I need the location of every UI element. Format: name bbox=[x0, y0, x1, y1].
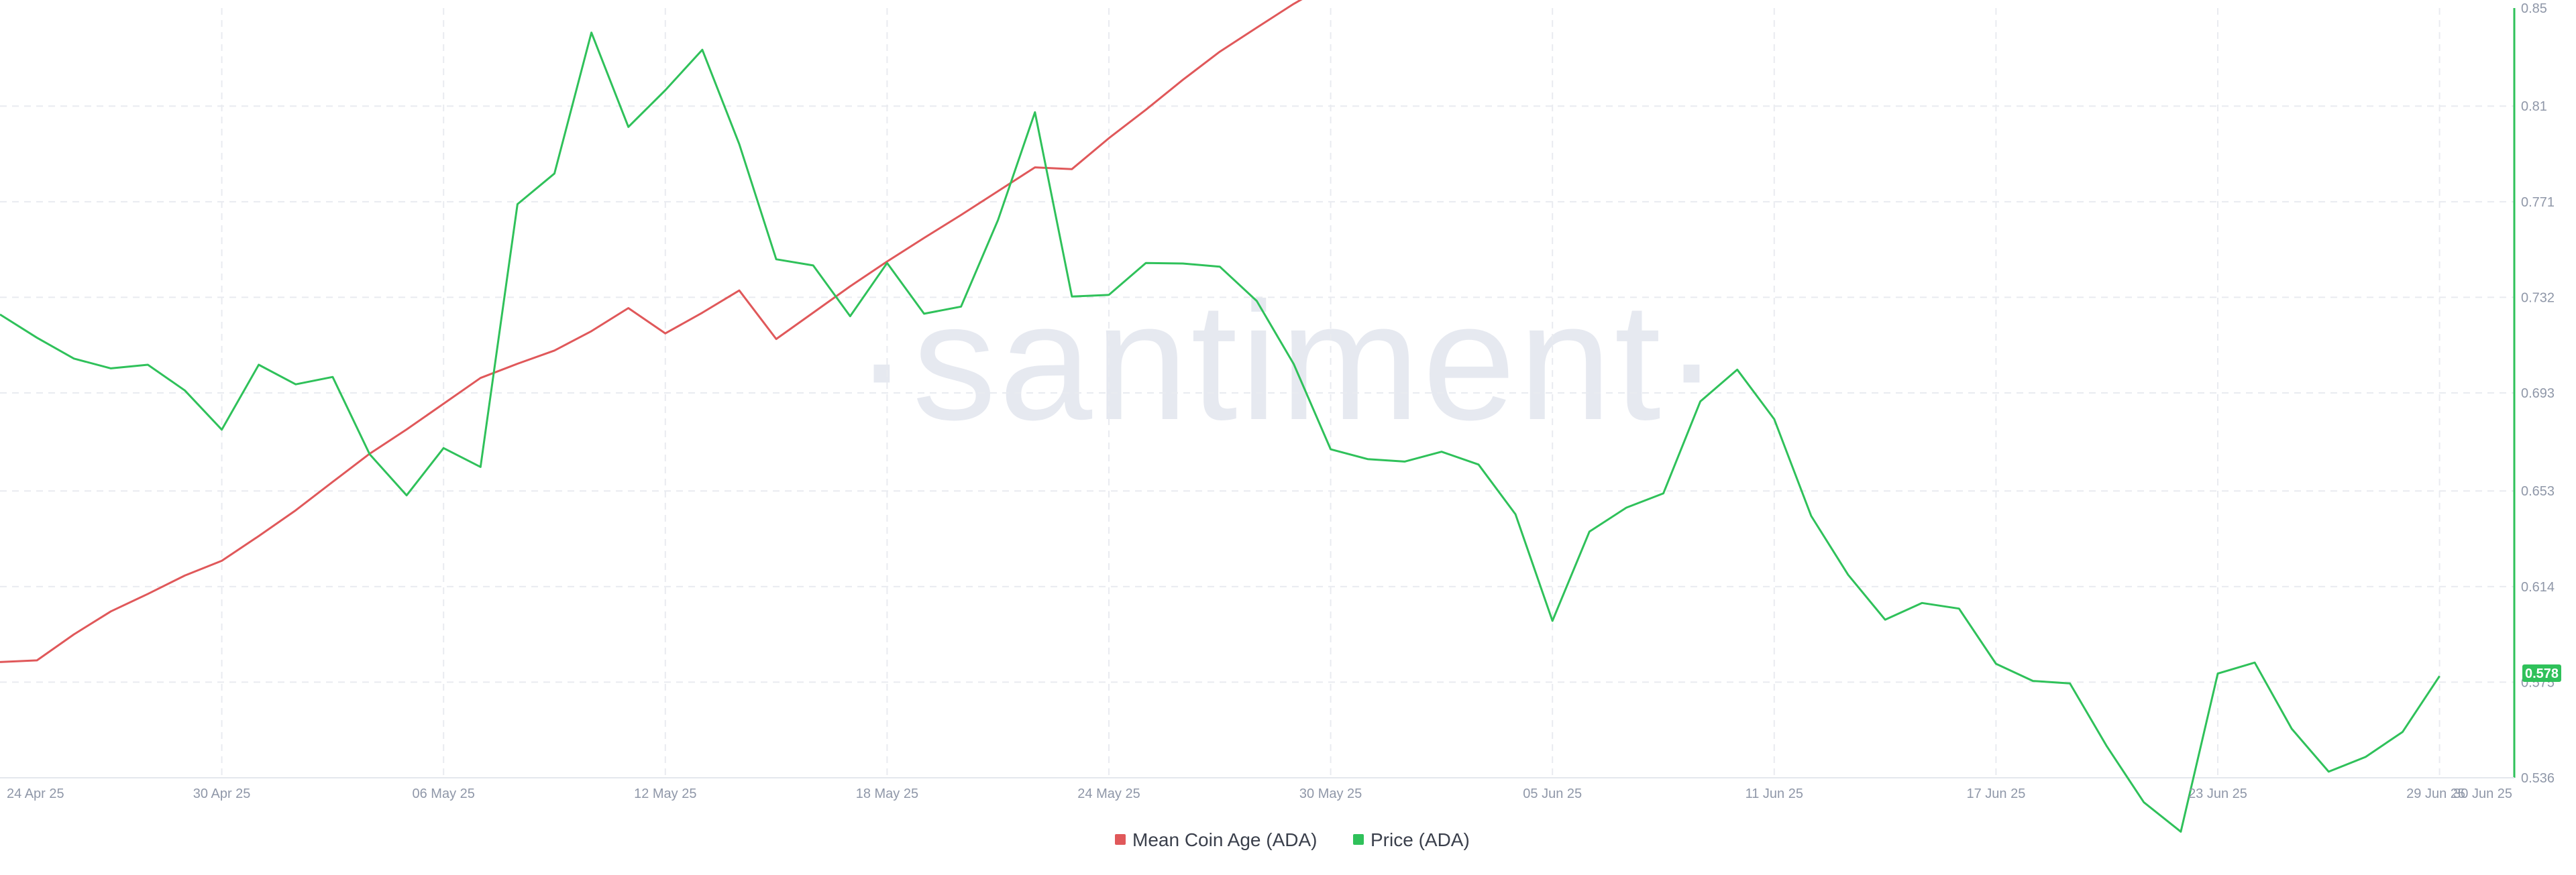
current-price-badge-label: 0.578 bbox=[2525, 666, 2559, 681]
x-tick-label: 11 Jun 25 bbox=[1746, 786, 1803, 801]
legend: Mean Coin Age (ADA) Price (ADA) bbox=[1115, 829, 1470, 850]
x-tick-label: 23 Jun 25 bbox=[2188, 786, 2247, 801]
legend-label-mean-coin-age: Mean Coin Age (ADA) bbox=[1132, 829, 1317, 850]
x-tick-label: 12 May 25 bbox=[634, 786, 696, 801]
legend-swatch-mean-coin-age bbox=[1115, 834, 1126, 845]
current-price-badge-bg bbox=[2522, 664, 2561, 682]
watermark: ·santiment· bbox=[854, 268, 1722, 455]
horizontal-gridlines bbox=[0, 105, 2514, 683]
x-tick-label: 18 May 25 bbox=[856, 786, 918, 801]
mean-coin-age-line[interactable] bbox=[0, 0, 2484, 663]
y-tick-label: 0.653 bbox=[2521, 484, 2555, 499]
x-axis-ticks: 24 Apr 25 30 Apr 25 06 May 25 12 May 25 18 M… bbox=[7, 786, 2512, 801]
series-layer bbox=[0, 0, 2484, 833]
legend-label-price: Price (ADA) bbox=[1371, 829, 1470, 850]
x-tick-label: 05 Jun 25 bbox=[1523, 786, 1582, 801]
y-tick-label: 0.85 bbox=[2521, 1, 2547, 16]
price-line[interactable] bbox=[0, 32, 2440, 833]
legend-item-mean-coin-age[interactable]: Mean Coin Age (ADA) bbox=[1115, 829, 1317, 850]
x-tick-label: 30 Jun 25 bbox=[2453, 786, 2512, 801]
x-tick-label: 17 Jun 25 bbox=[1966, 786, 2025, 801]
vertical-gridlines bbox=[221, 8, 2440, 778]
x-tick-label: 24 May 25 bbox=[1077, 786, 1140, 801]
x-tick-label: 29 Jun 25 bbox=[2406, 786, 2465, 801]
y-tick-label: 0.536 bbox=[2521, 771, 2555, 786]
x-tick-label: 24 Apr 25 bbox=[7, 786, 64, 801]
y-tick-label: 0.732 bbox=[2521, 290, 2555, 305]
x-tick-label: 30 May 25 bbox=[1299, 786, 1362, 801]
y-tick-label: 0.81 bbox=[2521, 99, 2547, 114]
y-tick-label: 0.771 bbox=[2521, 195, 2555, 210]
x-tick-label: 30 Apr 25 bbox=[193, 786, 251, 801]
y-tick-label: 0.693 bbox=[2521, 386, 2555, 401]
current-price-badge: 0.578 bbox=[2522, 664, 2561, 682]
legend-swatch-price bbox=[1353, 834, 1364, 845]
y-tick-label: 0.614 bbox=[2521, 580, 2555, 595]
x-tick-label: 06 May 25 bbox=[413, 786, 475, 801]
legend-item-price[interactable]: Price (ADA) bbox=[1353, 829, 1470, 850]
